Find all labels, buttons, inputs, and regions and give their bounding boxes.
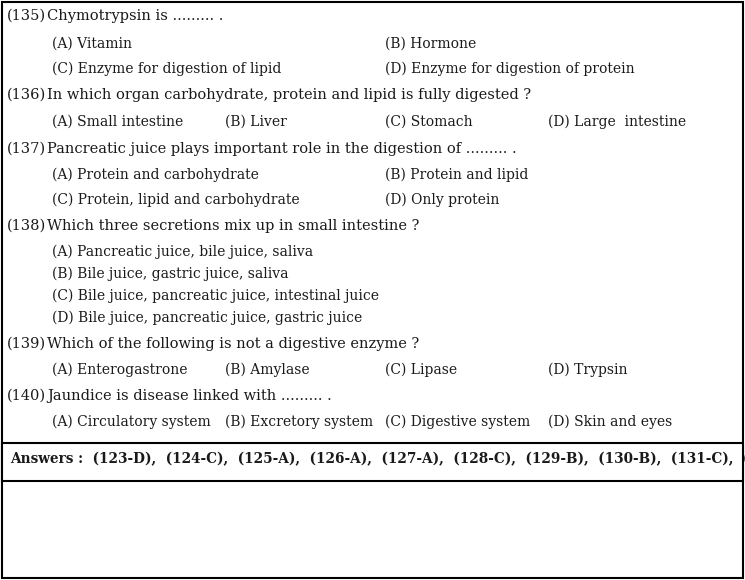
Text: (D) Trypsin: (D) Trypsin <box>548 363 627 378</box>
Text: (B) Hormone: (B) Hormone <box>385 37 476 51</box>
Text: Pancreatic juice plays important role in the digestion of ......... .: Pancreatic juice plays important role in… <box>47 142 516 156</box>
Text: (B) Amylase: (B) Amylase <box>225 363 310 378</box>
Bar <box>2 443 743 481</box>
Text: (B) Bile juice, gastric juice, saliva: (B) Bile juice, gastric juice, saliva <box>52 267 288 281</box>
Text: (137): (137) <box>7 142 46 156</box>
Text: Chymotrypsin is ......... .: Chymotrypsin is ......... . <box>47 9 224 23</box>
Text: (A) Circulatory system: (A) Circulatory system <box>52 415 211 429</box>
Text: (A) Enterogastrone: (A) Enterogastrone <box>52 363 188 378</box>
Text: (C) Stomach: (C) Stomach <box>385 115 472 129</box>
Text: (D) Bile juice, pancreatic juice, gastric juice: (D) Bile juice, pancreatic juice, gastri… <box>52 311 362 325</box>
Text: In which organ carbohydrate, protein and lipid is fully digested ?: In which organ carbohydrate, protein and… <box>47 88 531 102</box>
Text: (B) Excretory system: (B) Excretory system <box>225 415 373 429</box>
Text: (B) Liver: (B) Liver <box>225 115 287 129</box>
Text: (C) Protein, lipid and carbohydrate: (C) Protein, lipid and carbohydrate <box>52 193 299 208</box>
Text: Which three secretions mix up in small intestine ?: Which three secretions mix up in small i… <box>47 219 419 233</box>
Text: (A) Pancreatic juice, bile juice, saliva: (A) Pancreatic juice, bile juice, saliva <box>52 245 313 259</box>
Text: (D) Enzyme for digestion of protein: (D) Enzyme for digestion of protein <box>385 62 635 77</box>
Text: Jaundice is disease linked with ......... .: Jaundice is disease linked with ........… <box>47 389 332 403</box>
Text: (138): (138) <box>7 219 46 233</box>
Text: apniestoday.com: apniestoday.com <box>478 242 703 427</box>
Text: (135): (135) <box>7 9 46 23</box>
Text: Answers :  (123-D),  (124-C),  (125-A),  (126-A),  (127-A),  (128-C),  (129-B), : Answers : (123-D), (124-C), (125-A), (12… <box>10 452 745 466</box>
Text: (C) Enzyme for digestion of lipid: (C) Enzyme for digestion of lipid <box>52 62 282 77</box>
Text: (A) Protein and carbohydrate: (A) Protein and carbohydrate <box>52 168 259 182</box>
Text: (139): (139) <box>7 337 46 351</box>
Text: (D) Large  intestine: (D) Large intestine <box>548 115 686 129</box>
Text: Which of the following is not a digestive enzyme ?: Which of the following is not a digestiv… <box>47 337 419 351</box>
Text: (A) Small intestine: (A) Small intestine <box>52 115 183 129</box>
Text: (136): (136) <box>7 88 46 102</box>
Text: (140): (140) <box>7 389 46 403</box>
Text: (D) Only protein: (D) Only protein <box>385 193 499 208</box>
Text: (C) Bile juice, pancreatic juice, intestinal juice: (C) Bile juice, pancreatic juice, intest… <box>52 289 379 303</box>
Text: (C) Digestive system: (C) Digestive system <box>385 415 530 429</box>
Text: (B) Protein and lipid: (B) Protein and lipid <box>385 168 528 182</box>
Text: (C) Lipase: (C) Lipase <box>385 363 457 378</box>
Text: (D) Skin and eyes: (D) Skin and eyes <box>548 415 672 429</box>
Text: (A) Vitamin: (A) Vitamin <box>52 37 132 51</box>
